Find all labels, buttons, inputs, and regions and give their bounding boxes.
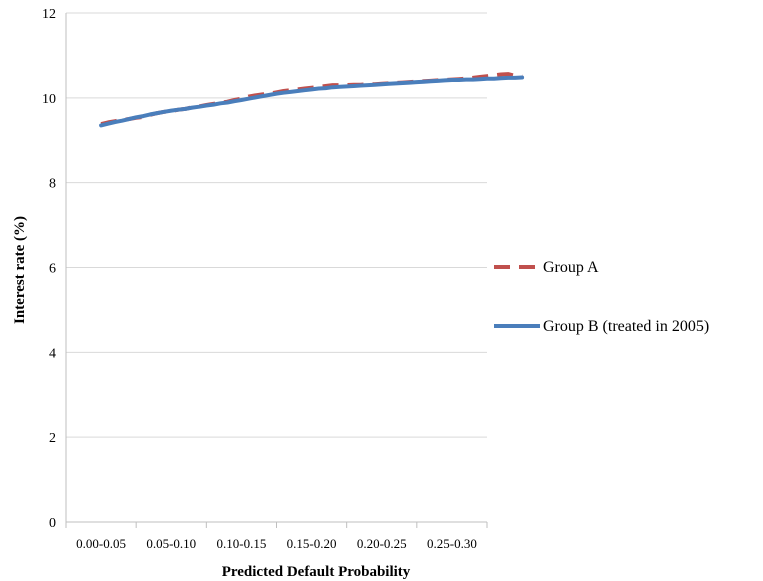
y-tick-label: 2 (49, 431, 56, 446)
x-axis: 0.00-0.05 0.05-0.10 0.10-0.15 0.15-0.20 0.20… (65, 521, 488, 551)
y-axis-title: Interest rate (%) (12, 216, 28, 324)
y-axis: 0 2 4 6 8 10 12 (42, 7, 67, 531)
x-tick-label: 0.25-0.30 (427, 536, 477, 551)
legend: Group A Group B (treated in 2005) (494, 259, 709, 335)
y-tick-label: 6 (49, 262, 56, 277)
x-tick-label: 0.15-0.20 (287, 536, 337, 551)
y-tick-label: 0 (49, 516, 56, 531)
x-axis-title: Predicted Default Probability (222, 564, 411, 580)
x-tick-label: 0.10-0.15 (216, 536, 266, 551)
series-line-group-b (99, 75, 525, 128)
gridlines (66, 12, 487, 438)
legend-label: Group A (543, 259, 599, 276)
legend-label: Group B (treated in 2005) (543, 318, 709, 335)
x-tick-label: 0.20-0.25 (357, 536, 407, 551)
series-lines (99, 72, 525, 128)
x-tick-label: 0.05-0.10 (146, 536, 196, 551)
y-tick-label: 10 (42, 92, 56, 107)
y-tick-label: 12 (42, 7, 56, 22)
y-tick-label: 8 (49, 177, 56, 192)
y-tick-label: 4 (49, 346, 56, 361)
x-tick-label: 0.00-0.05 (76, 536, 126, 551)
